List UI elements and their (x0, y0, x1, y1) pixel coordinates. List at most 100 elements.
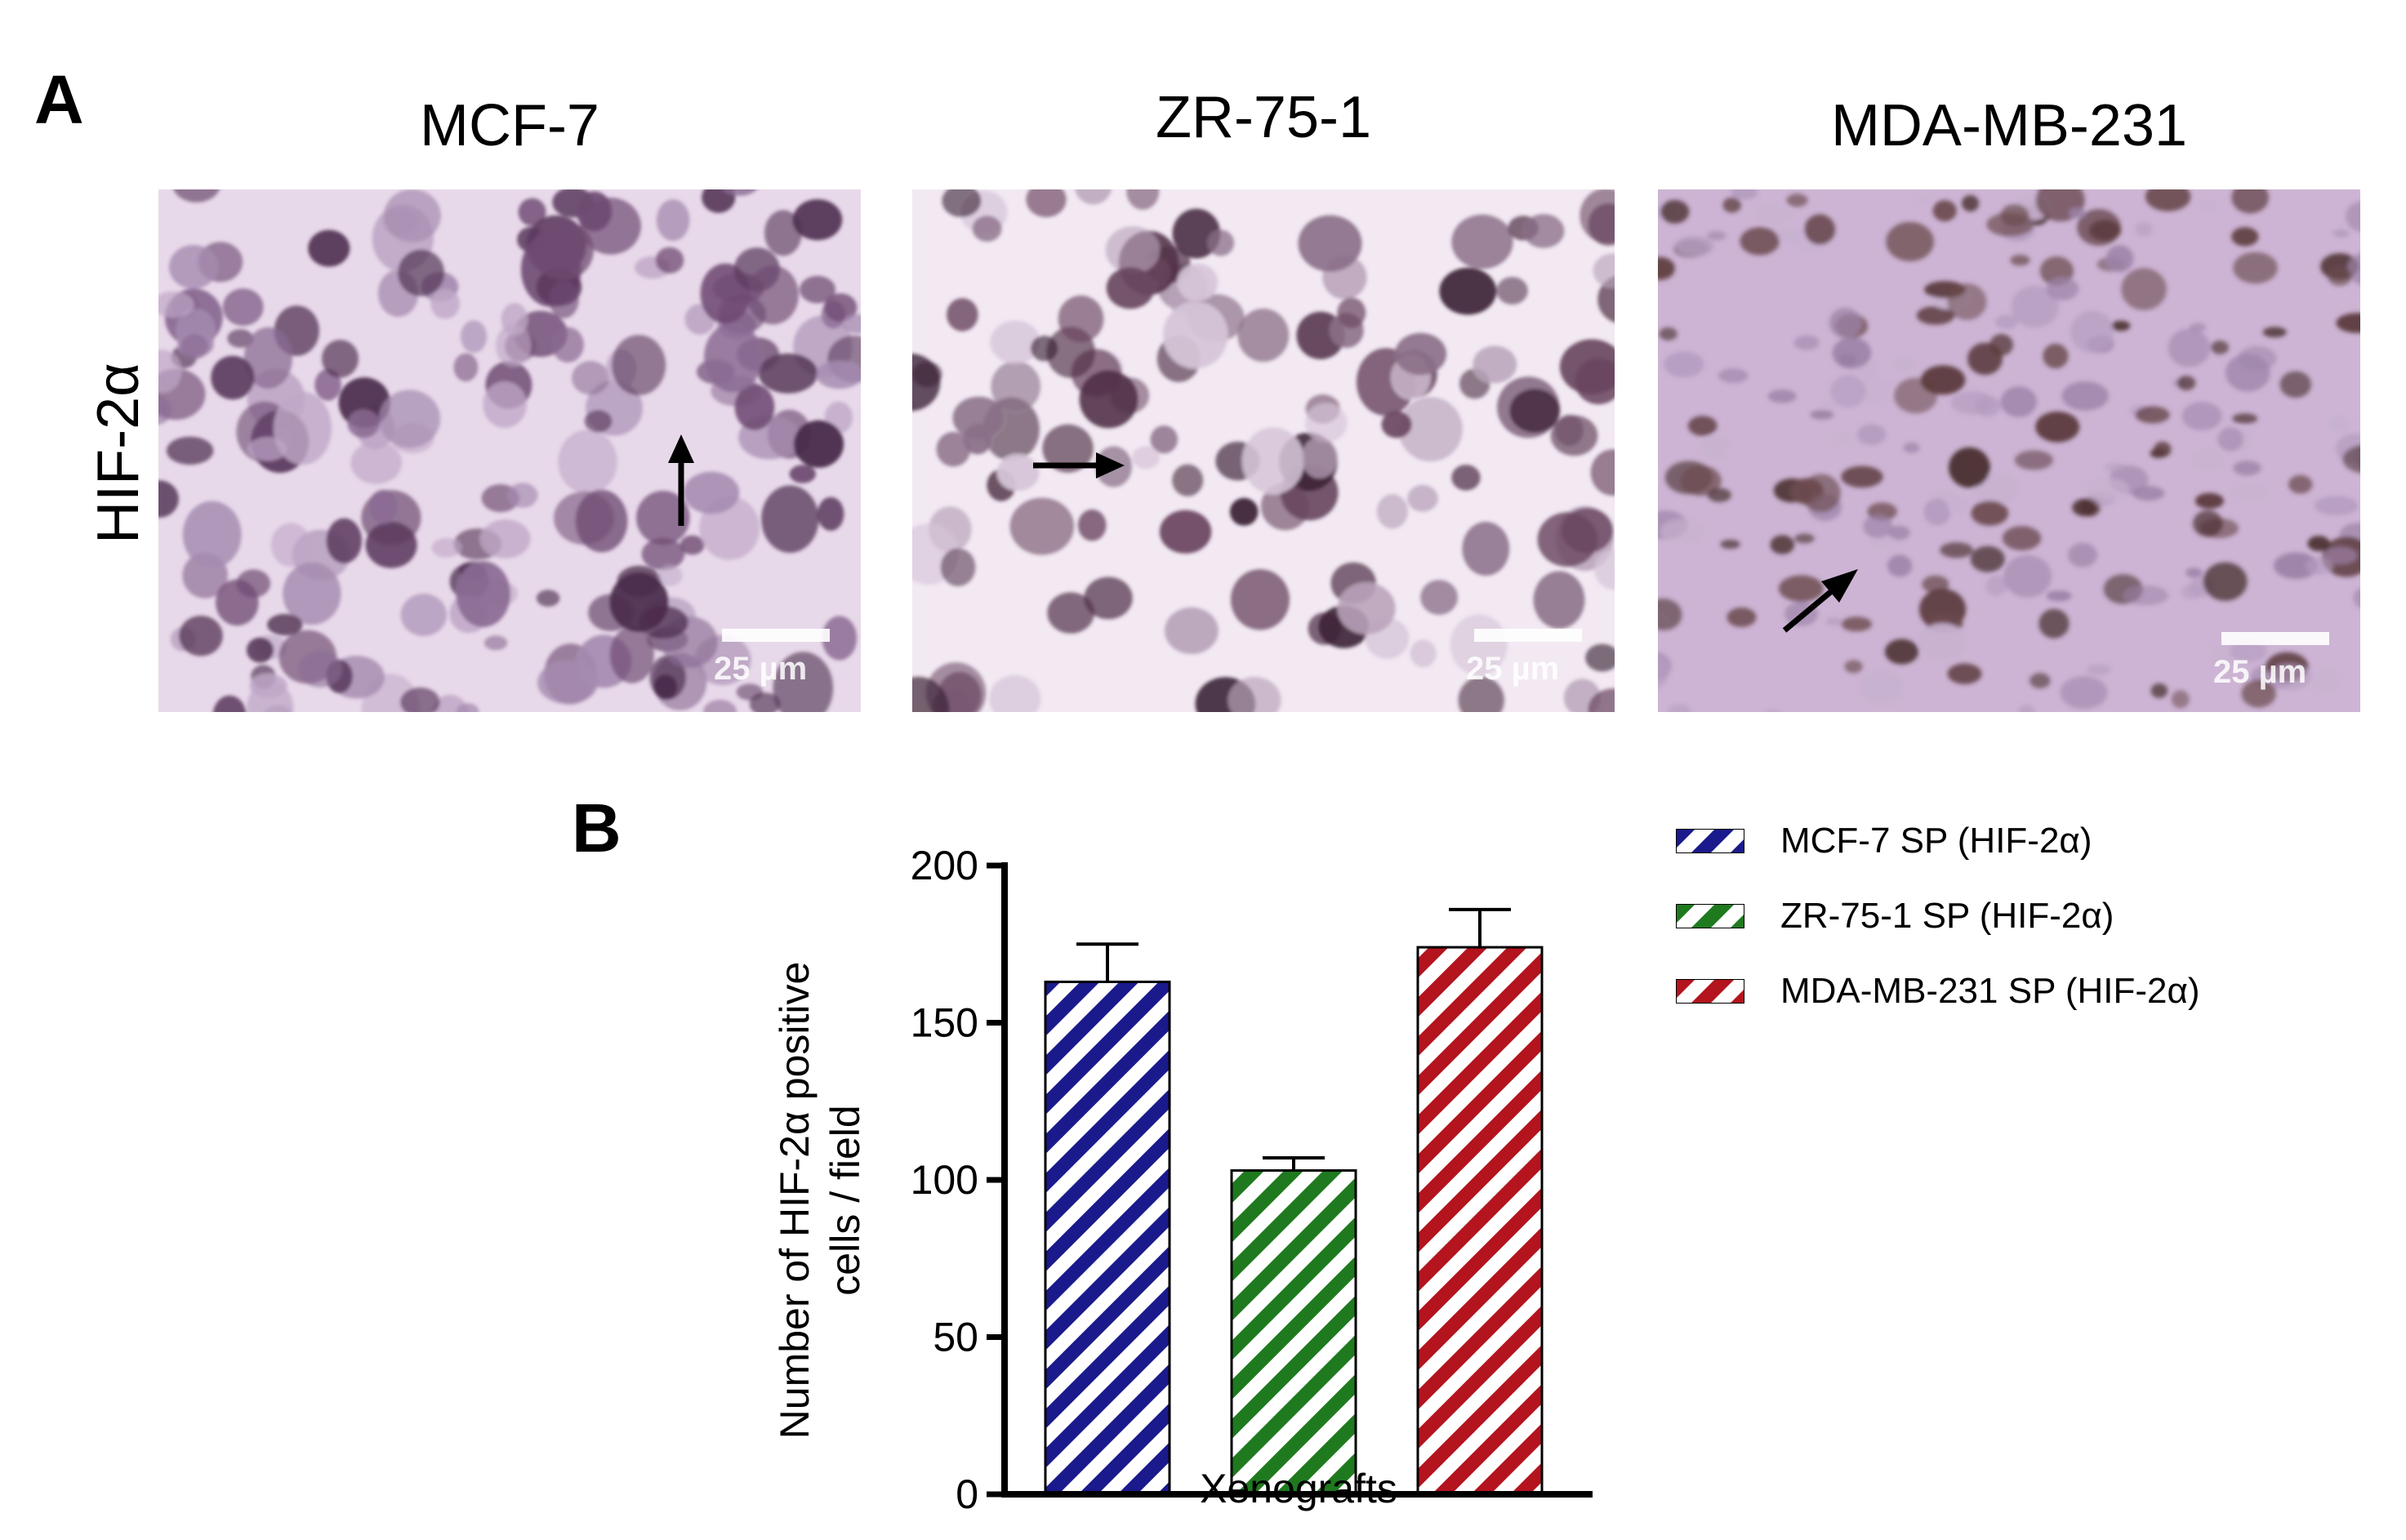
nucleus (1588, 688, 1615, 712)
nucleus (1801, 474, 1841, 513)
row-label-hif2a: HIF-2α (86, 363, 151, 544)
nucleus (1722, 197, 1741, 213)
micrograph-mcf7: 25 µm (158, 189, 861, 712)
nucleus (1923, 498, 1951, 526)
nucleus (2043, 343, 2069, 369)
legend: MCF-7 SP (HIF-2α) ZR-75-1 SP (HIF-2α) MD… (1676, 817, 2200, 1016)
nucleus (575, 489, 628, 553)
nucleus (2018, 705, 2035, 712)
nucleus (378, 389, 441, 448)
nucleus (789, 465, 816, 483)
scale-bar-label-zr751: 25 µm (1466, 651, 1559, 687)
nucleus (1658, 256, 1675, 279)
nucleus (1940, 542, 1974, 559)
nucleus (1163, 301, 1228, 369)
nucleus (298, 650, 342, 688)
y-tick-label: 0 (956, 1471, 978, 1517)
nucleus (612, 335, 666, 396)
nucleus (1077, 509, 1107, 541)
nucleus (1932, 200, 1957, 222)
nucleus (2199, 199, 2218, 211)
nucleus (2327, 416, 2350, 433)
nucleus (270, 523, 311, 567)
nucleus (2105, 245, 2134, 273)
nucleus (2346, 201, 2360, 233)
bar-2 (1416, 946, 1544, 1496)
nucleus (2233, 461, 2261, 476)
nucleus (1058, 295, 1104, 343)
nucleus (1381, 411, 1412, 438)
nucleus (1660, 199, 1690, 224)
nucleus (1740, 227, 1780, 256)
nucleus (2150, 683, 2168, 698)
nucleus (703, 700, 737, 712)
nucleus (2171, 690, 2190, 709)
nucleus (952, 396, 1005, 439)
nucleus (842, 314, 861, 334)
nucleus (1451, 465, 1481, 491)
nucleus (549, 280, 579, 318)
nucleus (1706, 230, 1727, 241)
nucleus (216, 579, 259, 626)
nucleus (2060, 675, 2108, 710)
nucleus (2279, 371, 2311, 398)
nucleus (1918, 623, 1967, 659)
nucleus (2230, 639, 2267, 662)
y-tick-label: 150 (911, 1000, 978, 1046)
nucleus (248, 437, 287, 461)
nucleus (1794, 533, 1815, 544)
nucleus (2046, 590, 2072, 602)
nucleus (453, 353, 479, 382)
nucleus (2336, 313, 2360, 333)
nucleus (1831, 433, 1857, 443)
nucleus (518, 198, 546, 226)
column-title-zr751: ZR-75-1 (1155, 85, 1372, 150)
nucleus (1177, 263, 1219, 302)
nucleus (704, 323, 763, 393)
nucleus (2035, 411, 2080, 443)
nucleus (1914, 195, 1933, 206)
nucleus (1778, 575, 1824, 602)
nucleus (1079, 370, 1138, 429)
nucleus (1458, 676, 1504, 712)
nucleus (2181, 584, 2202, 600)
nucleus (1680, 465, 1722, 496)
nucleus (1075, 189, 1112, 205)
nucleus (383, 189, 441, 243)
nucleus (2111, 320, 2131, 332)
nucleus (1971, 501, 2009, 526)
nucleus (749, 692, 781, 712)
nucleus (168, 245, 218, 289)
nucleus (365, 522, 417, 568)
column-title-mcf7: MCF-7 (420, 93, 599, 158)
nucleus (653, 674, 678, 700)
nucleus (2070, 310, 2114, 354)
nucleus (1674, 236, 1714, 256)
nucleus (1659, 327, 1678, 340)
nucleus (746, 265, 799, 325)
nucleus (2038, 608, 2070, 639)
nucleus (1884, 639, 1919, 665)
nucleus (1228, 677, 1281, 712)
legend-swatch-mdamb231 (1676, 979, 1744, 1004)
nucleus (1961, 195, 1980, 211)
nucleus (1786, 194, 1808, 207)
nucleus (2061, 381, 2109, 411)
nucleus (800, 275, 835, 304)
nucleus (1804, 214, 1836, 245)
nucleus (2077, 209, 2121, 246)
nucleus (1995, 314, 2018, 330)
arrow-icon (668, 434, 694, 526)
nucleus (400, 594, 447, 636)
nucleus (227, 329, 254, 348)
nucleus (1009, 497, 1075, 555)
nucleus (2181, 402, 2222, 431)
nucleus (991, 361, 1040, 412)
nucleus (2241, 679, 2276, 708)
nucleus (990, 320, 1040, 364)
nucleus (1950, 390, 1994, 415)
nucleus (702, 189, 736, 213)
nucleus (1579, 189, 1615, 243)
nucleus (1590, 449, 1615, 496)
nucleus (461, 320, 488, 354)
